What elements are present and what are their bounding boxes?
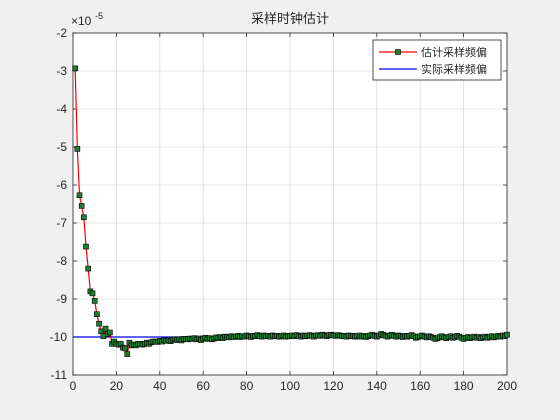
data-point-marker bbox=[78, 203, 85, 209]
x-tick-label: 0 bbox=[70, 379, 77, 393]
x-tick-label: 20 bbox=[110, 379, 124, 393]
series-layer bbox=[72, 65, 510, 357]
y-tick-label: -8 bbox=[56, 254, 67, 268]
y-tick-label: -7 bbox=[56, 216, 67, 230]
y-exponent-base: ×10 bbox=[71, 14, 92, 28]
legend-label-estimated: 估计采样频偏 bbox=[421, 45, 487, 59]
y-tick-label: -3 bbox=[56, 64, 67, 78]
x-tick-label: 160 bbox=[410, 379, 430, 393]
y-tick-label: -5 bbox=[56, 140, 67, 154]
data-point-marker bbox=[107, 329, 113, 336]
x-tick-label: 200 bbox=[497, 379, 517, 393]
legend: 估计采样频偏 实际采样频偏 bbox=[372, 39, 502, 81]
data-point-marker bbox=[89, 290, 96, 297]
data-point-marker bbox=[76, 192, 83, 199]
x-tick-label: 80 bbox=[240, 379, 254, 393]
data-point-marker bbox=[124, 351, 131, 357]
axis-ticks: 0 20 40 60 80 100 120 140 160 180 200 -11 -10 -9 -8 -7 -… bbox=[50, 26, 518, 393]
data-point-marker bbox=[96, 320, 102, 327]
data-point-marker bbox=[91, 298, 98, 304]
data-point-marker bbox=[102, 325, 109, 332]
data-point-marker bbox=[122, 345, 128, 352]
y-exponent-power: -5 bbox=[95, 11, 103, 21]
y-tick-label: -4 bbox=[56, 102, 67, 116]
data-point-marker bbox=[72, 65, 78, 72]
y-tick-label: -6 bbox=[56, 178, 67, 192]
x-tick-label: 180 bbox=[454, 379, 474, 393]
legend-box bbox=[372, 39, 502, 81]
data-point-marker bbox=[94, 311, 100, 318]
data-point-marker bbox=[504, 331, 510, 338]
data-point-marker bbox=[83, 243, 89, 250]
x-tick-label: 100 bbox=[280, 379, 300, 393]
data-point-marker bbox=[85, 265, 91, 272]
y-exponent-label: ×10 -5 bbox=[71, 11, 103, 28]
y-tick-label: -11 bbox=[51, 368, 68, 382]
data-point-marker bbox=[74, 146, 81, 152]
x-tick-label: 40 bbox=[153, 379, 167, 393]
y-tick-label: -2 bbox=[56, 26, 67, 40]
chart-title: 采样时钟估计 bbox=[251, 11, 329, 26]
y-tick-label: -9 bbox=[56, 292, 67, 306]
legend-label-actual: 实际采样频偏 bbox=[421, 62, 487, 76]
y-tick-label: -10 bbox=[50, 330, 68, 344]
x-tick-label: 60 bbox=[197, 379, 211, 393]
x-tick-label: 140 bbox=[367, 379, 387, 393]
x-tick-label: 120 bbox=[323, 379, 343, 393]
legend-marker-estimated bbox=[395, 49, 401, 55]
data-point-marker bbox=[81, 214, 87, 221]
